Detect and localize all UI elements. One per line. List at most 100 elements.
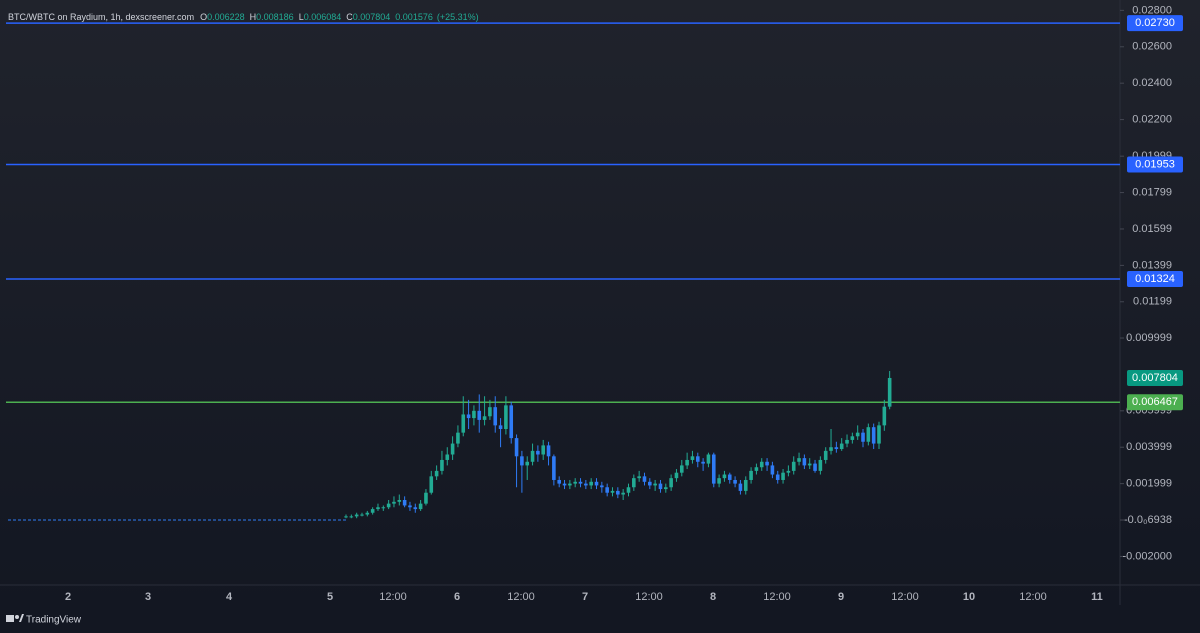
y-tick-label: 0.01599 (1132, 223, 1172, 235)
close-value: 0.007804 (353, 12, 391, 22)
candle-body (573, 481, 577, 484)
candle-body (450, 443, 455, 455)
candle-body (791, 461, 796, 471)
candle-body (690, 456, 695, 460)
y-tick-label: 0.01399 (1132, 259, 1172, 271)
candle-body (829, 447, 833, 451)
candle-body (509, 405, 514, 439)
change-percent: (+25.31%) (437, 12, 479, 22)
candle-body (370, 509, 375, 513)
candle-body (781, 472, 785, 480)
candle-body (344, 516, 348, 518)
candle-body (594, 481, 599, 486)
candle-body (525, 461, 530, 466)
logo-block (6, 615, 14, 622)
candle-body (354, 514, 359, 517)
candle-body (552, 456, 556, 480)
candle-body (653, 483, 657, 486)
candle-body (711, 454, 716, 484)
candle-body (717, 478, 721, 484)
y-tick-label: 0.01799 (1132, 186, 1172, 198)
high-label: H (250, 12, 257, 22)
candle-body (440, 459, 444, 471)
candle-body (685, 459, 689, 466)
candle-body (605, 487, 609, 493)
candle-body (850, 436, 855, 440)
marks: 0.028000.026000.024000.022000.019990.017… (6, 4, 1183, 603)
candle-body (397, 499, 402, 502)
x-tick-label: 12:00 (507, 591, 535, 603)
x-tick-label: 3 (145, 591, 151, 603)
candle-body (546, 445, 551, 457)
x-tick-label: 12:00 (891, 591, 919, 603)
legend: BTC/WBTC on Raydium, 1h, dexscreener.com… (8, 12, 479, 22)
logo-slash (19, 614, 24, 622)
candle-body (498, 425, 503, 430)
candle-body (600, 485, 604, 488)
candle-body (536, 450, 540, 455)
candle-body (648, 481, 652, 486)
candle-body (418, 503, 423, 510)
candle-body (765, 461, 769, 466)
candle-body (578, 481, 583, 484)
low-label: L (299, 12, 304, 22)
candle-body (360, 514, 364, 516)
candle-body (461, 414, 466, 433)
candle-body (738, 483, 743, 491)
candle-body (568, 483, 572, 486)
candle-body (456, 432, 460, 444)
open-value: 0.006228 (207, 12, 245, 22)
candle-body (887, 377, 892, 407)
candle-body (642, 476, 647, 482)
candle-body (834, 447, 839, 450)
plot-background (0, 0, 1200, 605)
candle-body (727, 474, 732, 480)
candle-body (658, 483, 663, 490)
candle-body (722, 474, 727, 479)
y-tick-label: 0.01199 (1133, 296, 1172, 308)
candle-body (445, 454, 450, 460)
candle-body (392, 501, 396, 504)
candle-body (871, 427, 876, 444)
candle-body (786, 470, 791, 473)
x-tick-label: 8 (710, 591, 716, 603)
x-tick-label: 10 (963, 591, 975, 603)
price-tag-label: 0.006467 (1132, 396, 1178, 408)
candle-body (674, 472, 679, 479)
candle-body (514, 438, 519, 457)
x-tick-label: 6 (454, 591, 460, 603)
candle-body (482, 416, 487, 420)
x-tick-label: 4 (226, 591, 233, 603)
last-price-label: 0.007804 (1132, 372, 1178, 384)
y-tick-label: 0.02800 (1132, 4, 1172, 16)
candle-body (775, 474, 780, 480)
y-tick-label: 0.02200 (1132, 113, 1172, 125)
x-tick-label: 2 (65, 591, 71, 603)
candle-body (376, 507, 380, 510)
candle-body (493, 407, 498, 426)
candle-body (477, 410, 482, 420)
candle-body (408, 505, 412, 508)
candle-body (349, 516, 354, 518)
candle-body (541, 445, 546, 455)
candle-body (839, 443, 844, 450)
candle-body (695, 456, 700, 462)
candle-body (637, 476, 641, 479)
candle-body (381, 507, 386, 509)
price-tag (1127, 394, 1183, 411)
candle-body (530, 450, 535, 462)
brand-logo (6, 614, 24, 622)
candle-body (813, 463, 817, 471)
candle-body (823, 450, 828, 460)
y-tick-label: -0.002000 (1122, 550, 1172, 562)
candle-body (679, 465, 684, 473)
y-tick-label: 0.009999 (1126, 332, 1172, 344)
candle-body (759, 461, 764, 468)
price-tag-label: 0.01953 (1135, 158, 1175, 170)
candle-body (616, 490, 620, 495)
price-tag (1127, 271, 1183, 288)
candle-body (877, 425, 881, 444)
candle-body (589, 481, 593, 486)
candle-body (621, 492, 625, 495)
